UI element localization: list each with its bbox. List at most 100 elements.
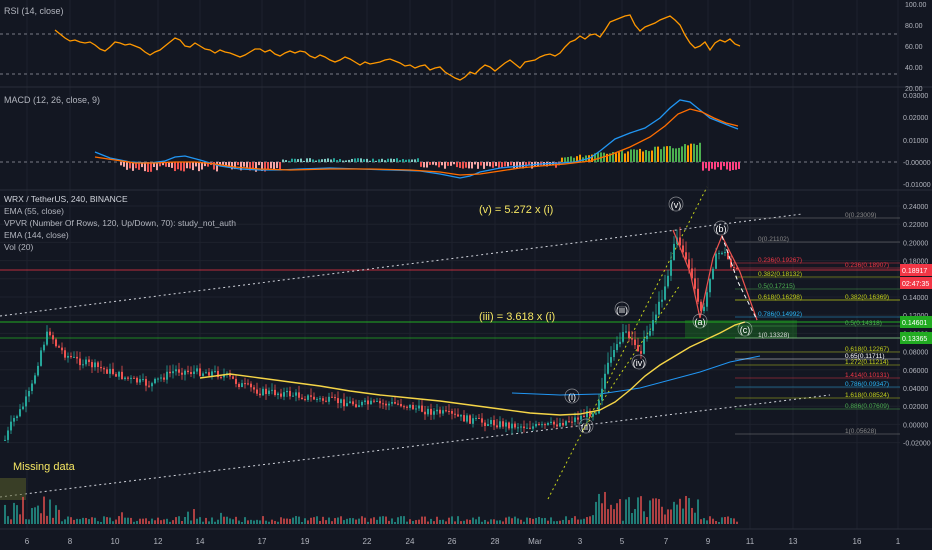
macd-hist-bar bbox=[624, 153, 626, 162]
time-tick-label: 11 bbox=[746, 537, 755, 546]
fib-right-label: 0.618(0.12267) bbox=[845, 346, 889, 353]
candle-body bbox=[703, 306, 705, 311]
macd-hist-bar bbox=[417, 158, 419, 162]
volume-bar bbox=[205, 517, 207, 524]
candle-body bbox=[241, 383, 243, 388]
macd-hist-bar bbox=[672, 148, 674, 162]
macd-hist-bar bbox=[165, 162, 167, 167]
macd-hist-bar bbox=[606, 153, 608, 162]
volume-bar bbox=[58, 509, 60, 524]
candle-body bbox=[514, 423, 516, 428]
macd-hist-bar bbox=[264, 162, 266, 172]
candle-body bbox=[532, 426, 534, 429]
fib-right-label: 1.618(0.08524) bbox=[845, 392, 889, 399]
price-panel: 0(0.21102) 0.236(0.19267) 0.382(0.18132) 0.… bbox=[0, 186, 900, 524]
volume-bar bbox=[649, 500, 651, 524]
volume-bar bbox=[355, 519, 357, 524]
macd-hist-bar bbox=[132, 162, 134, 171]
volume-bar bbox=[4, 504, 6, 524]
volume-bar bbox=[538, 517, 540, 524]
volume-bar bbox=[142, 518, 144, 524]
rsi-panel: RSI (14, close) bbox=[0, 6, 900, 81]
volume-bar bbox=[151, 518, 153, 524]
candle-body bbox=[136, 377, 138, 383]
candle-body bbox=[16, 416, 18, 419]
macd-hist-bar bbox=[375, 160, 377, 162]
candle-body bbox=[91, 362, 93, 368]
macd-hist-bar bbox=[648, 151, 650, 162]
fib-right-label: 0.65(0.11711) bbox=[845, 353, 885, 360]
time-tick-label: 3 bbox=[578, 537, 583, 546]
candle-body bbox=[157, 378, 159, 380]
candle-body bbox=[148, 385, 150, 387]
price-badge-bg bbox=[900, 332, 932, 344]
candle-body bbox=[358, 405, 360, 408]
time-tick-label: 10 bbox=[111, 537, 120, 546]
volume-bar bbox=[214, 521, 216, 524]
candle-body bbox=[457, 414, 459, 417]
candle-body bbox=[670, 259, 672, 276]
volume-bar bbox=[10, 519, 12, 524]
macd-hist-bar bbox=[468, 162, 470, 169]
candle-body bbox=[667, 275, 669, 287]
volume-bar bbox=[736, 521, 738, 524]
volume-bar bbox=[733, 518, 735, 524]
volume-bar bbox=[292, 517, 294, 524]
candle-body bbox=[637, 345, 639, 352]
volume-bar bbox=[556, 521, 558, 524]
candle-body bbox=[661, 299, 663, 302]
macd-hist-bar bbox=[483, 162, 485, 169]
macd-hist-bar bbox=[426, 162, 428, 168]
volume-bar bbox=[223, 516, 225, 524]
wave-label-ring bbox=[668, 196, 684, 212]
price-tick-label: -0.02000 bbox=[903, 441, 931, 448]
macd-hist-bar bbox=[579, 154, 581, 162]
volume-bar bbox=[469, 519, 471, 524]
candle-body bbox=[577, 417, 579, 420]
candle-body bbox=[319, 398, 321, 400]
candle-body bbox=[382, 403, 384, 405]
wave-label: (ii) bbox=[581, 422, 591, 432]
candle-body bbox=[520, 426, 522, 428]
candle-body bbox=[517, 427, 519, 429]
time-tick-label: 12 bbox=[154, 537, 163, 546]
volume-bar bbox=[577, 519, 579, 524]
volume-bar bbox=[622, 520, 624, 524]
macd-hist-bar bbox=[441, 162, 443, 166]
wave-label: (iv) bbox=[633, 358, 646, 368]
volume-bar bbox=[181, 521, 183, 524]
volume-bars bbox=[4, 491, 738, 524]
volume-bar bbox=[520, 519, 522, 524]
volume-bar bbox=[160, 520, 162, 524]
macd-hist-bar bbox=[660, 149, 662, 162]
macd-hist-bar bbox=[678, 147, 680, 162]
volume-bar bbox=[376, 519, 378, 524]
macd-hist-bar bbox=[387, 158, 389, 162]
macd-hist-bar bbox=[564, 157, 566, 162]
macd-hist-bar bbox=[237, 162, 239, 166]
macd-hist-bar bbox=[357, 158, 359, 162]
candle-body bbox=[523, 426, 525, 429]
macd-hist-bar bbox=[615, 153, 617, 162]
macd-hist-bar bbox=[699, 142, 701, 162]
macd-hist-bar bbox=[507, 162, 509, 167]
candle-body bbox=[70, 355, 72, 358]
candle-body bbox=[502, 421, 504, 427]
lower-channel-line bbox=[0, 394, 831, 498]
macd-hist-bar bbox=[459, 162, 461, 168]
macd-signal-line bbox=[94, 108, 739, 176]
volume-bar bbox=[475, 519, 477, 524]
volume-bar bbox=[460, 521, 462, 524]
candle-body bbox=[238, 383, 240, 388]
volume-bar bbox=[43, 496, 45, 524]
candle-body bbox=[691, 268, 693, 279]
candle-body bbox=[448, 410, 450, 412]
macd-hist-bar bbox=[216, 162, 218, 172]
macd-hist-bar bbox=[729, 162, 731, 171]
fib-right-label: 0(0.23009) bbox=[845, 212, 876, 219]
volume-bar bbox=[703, 518, 705, 524]
volume-bar bbox=[100, 521, 102, 524]
macd-hist-bar bbox=[348, 159, 350, 162]
volume-bar bbox=[517, 518, 519, 524]
